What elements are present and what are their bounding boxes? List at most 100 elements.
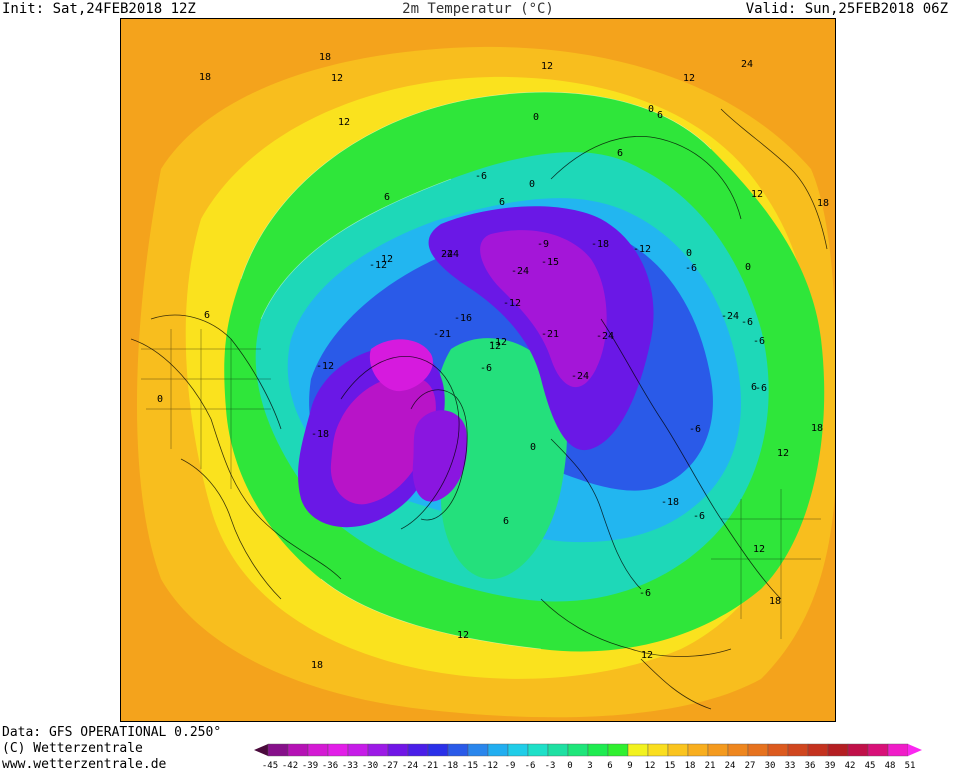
contour-label: -18 bbox=[311, 429, 329, 440]
legend-swatch bbox=[647, 743, 669, 757]
legend-tick-label: 6 bbox=[607, 761, 612, 770]
contour-label: -6 bbox=[741, 317, 753, 328]
copyright-label: (C) Wetterzentrale bbox=[2, 741, 143, 756]
legend-tick-label: -36 bbox=[322, 761, 338, 770]
legend-swatch bbox=[527, 743, 549, 757]
temp-zone-arctic-green bbox=[434, 338, 567, 579]
contour-labels: -24 -24 -24 -24 -21 -21 -18 -18 -18 -16 -15 -12 -12 -… bbox=[157, 52, 829, 671]
contour-label: -12 bbox=[489, 337, 507, 348]
contour-label: -24 bbox=[511, 266, 529, 277]
contour-label: -9 bbox=[537, 239, 549, 250]
contour-label: 6 bbox=[751, 382, 757, 393]
contour-label: 0 bbox=[529, 179, 535, 190]
legend-tick-label: -24 bbox=[402, 761, 418, 770]
contour-label: 6 bbox=[384, 192, 390, 203]
legend-swatch bbox=[827, 743, 849, 757]
legend-swatch bbox=[547, 743, 569, 757]
legend-swatch bbox=[667, 743, 689, 757]
contour-label: 6 bbox=[499, 197, 505, 208]
contour-label: -6 bbox=[753, 336, 765, 347]
cold-core-canada-deep bbox=[330, 376, 436, 505]
legend-swatch bbox=[807, 743, 829, 757]
legend-swatch bbox=[867, 743, 889, 757]
contour-label: -24 bbox=[596, 331, 614, 342]
map-title: 2m Temperatur (°C) bbox=[402, 1, 554, 17]
contour-label: -21 bbox=[433, 329, 451, 340]
legend-swatch bbox=[627, 743, 649, 757]
contour-label: -24 bbox=[571, 371, 589, 382]
contour-label: -6 bbox=[480, 363, 492, 374]
contour-label: 0 bbox=[157, 394, 163, 405]
contour-label: 18 bbox=[311, 660, 323, 671]
contour-label: -21 bbox=[541, 329, 559, 340]
contour-label: -12 bbox=[503, 298, 521, 309]
data-source-label: Data: GFS OPERATIONAL 0.250° bbox=[2, 725, 222, 740]
legend-swatch bbox=[487, 743, 509, 757]
contour-label: 12 bbox=[489, 341, 501, 352]
legend-tick-label: 27 bbox=[745, 761, 756, 770]
legend-tick-label: -33 bbox=[342, 761, 358, 770]
legend-tick-label: 0 bbox=[567, 761, 572, 770]
legend-tick-label: 33 bbox=[785, 761, 796, 770]
legend-arrow-left bbox=[254, 744, 268, 756]
color-legend-bar: -45 -42 -39 -36 -33 -30 -27 -24 -21 -18 -15 -12 -9 -6… bbox=[254, 743, 922, 771]
cold-core-arctic-islands bbox=[369, 339, 433, 392]
legend-tick-label: 48 bbox=[885, 761, 896, 770]
contour-label: 18 bbox=[319, 52, 331, 63]
legend-tick-label: 12 bbox=[645, 761, 656, 770]
contour-label: 12 bbox=[457, 630, 469, 641]
legend-tick-label: -12 bbox=[482, 761, 498, 770]
contour-label: -6 bbox=[685, 263, 697, 274]
admin-borders bbox=[141, 329, 821, 639]
legend-tick-label: -39 bbox=[302, 761, 318, 770]
legend-tick-label: 21 bbox=[705, 761, 716, 770]
legend-tick-label: 9 bbox=[627, 761, 632, 770]
legend-tick-label: 45 bbox=[865, 761, 876, 770]
legend-swatch bbox=[307, 743, 329, 757]
legend-tick-label: -42 bbox=[282, 761, 298, 770]
cold-core-siberia-deep bbox=[480, 230, 607, 388]
legend-swatch bbox=[407, 743, 429, 757]
contour-label: -24 bbox=[721, 311, 739, 322]
coastlines bbox=[130, 108, 828, 710]
legend-swatch bbox=[747, 743, 769, 757]
legend-tick-label: -45 bbox=[262, 761, 278, 770]
valid-time-label: Valid: Sun,25FEB2018 06Z bbox=[745, 1, 948, 17]
contour-label: -6 bbox=[693, 511, 705, 522]
contour-label: 6 bbox=[503, 516, 509, 527]
legend-swatch bbox=[687, 743, 709, 757]
legend-tick-label: -18 bbox=[442, 761, 458, 770]
legend-swatch bbox=[287, 743, 309, 757]
legend-swatch bbox=[267, 743, 289, 757]
legend-tick-label: -15 bbox=[462, 761, 478, 770]
contour-label: 6 bbox=[204, 310, 210, 321]
legend-tick-label: 42 bbox=[845, 761, 856, 770]
legend-tick-label: -21 bbox=[422, 761, 438, 770]
legend-swatch bbox=[767, 743, 789, 757]
color-legend: -45 -42 -39 -36 -33 -30 -27 -24 -21 -18 -15 -12 -9 -6… bbox=[252, 742, 956, 771]
legend-tick-label: 18 bbox=[685, 761, 696, 770]
contour-label: 12 bbox=[683, 73, 695, 84]
cold-core-greenland bbox=[412, 410, 468, 502]
contour-label: 12 bbox=[338, 117, 350, 128]
legend-swatch bbox=[847, 743, 869, 757]
legend-tick-label: 30 bbox=[765, 761, 776, 770]
contour-label: 18 bbox=[769, 596, 781, 607]
legend-swatch bbox=[347, 743, 369, 757]
temperature-map: -24 -24 -24 -24 -21 -21 -18 -18 -18 -16 -15 -12 -12 -… bbox=[120, 18, 836, 722]
legend-tick-label: -27 bbox=[382, 761, 398, 770]
contour-label: 0 bbox=[533, 112, 539, 123]
legend-swatch bbox=[427, 743, 449, 757]
legend-tick-label: 51 bbox=[905, 761, 916, 770]
contour-label: 12 bbox=[541, 61, 553, 72]
contour-label: 24 bbox=[741, 59, 753, 70]
legend-swatch bbox=[887, 743, 909, 757]
legend-tick-label: 39 bbox=[825, 761, 836, 770]
legend-tick-label: 24 bbox=[725, 761, 736, 770]
contour-label: 18 bbox=[199, 72, 211, 83]
contour-label: -18 bbox=[661, 497, 679, 508]
legend-tick-label: -30 bbox=[362, 761, 378, 770]
contour-label: -6 bbox=[689, 424, 701, 435]
legend-swatch bbox=[327, 743, 349, 757]
contour-label: 18 bbox=[811, 423, 823, 434]
